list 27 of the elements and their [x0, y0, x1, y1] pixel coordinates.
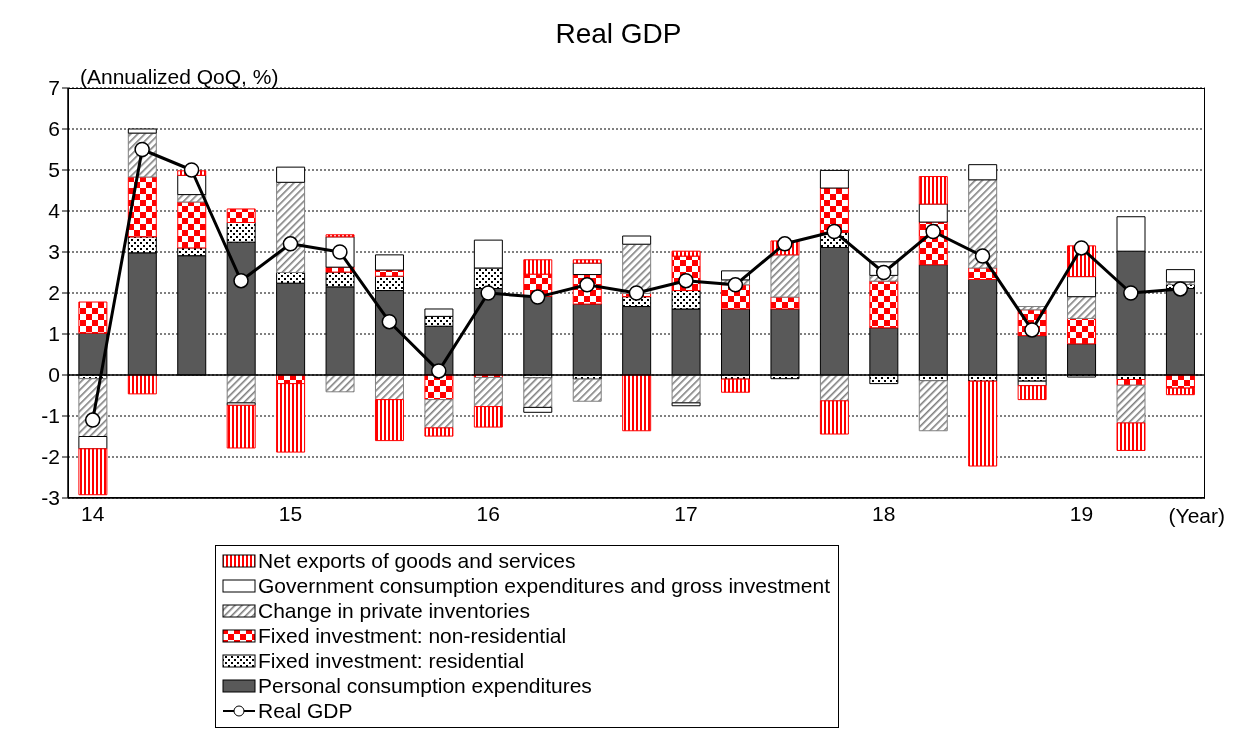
legend-label: Personal consumption expenditures	[258, 673, 592, 698]
x-axis-title: (Year)	[1168, 504, 1225, 528]
y-tick-label: -2	[41, 445, 60, 469]
y-tick-label: 3	[48, 240, 60, 264]
y-tick-label: -1	[41, 404, 60, 428]
x-tick-label: 19	[1069, 501, 1094, 525]
legend-label: Change in private inventories	[258, 598, 530, 623]
y-axis-title: (Annualized QoQ, %)	[80, 65, 279, 89]
y-tick-label: 6	[48, 117, 60, 141]
x-tick-label: 18	[871, 501, 896, 525]
legend-label: Government consumption expenditures and gross investment	[258, 573, 830, 598]
y-tick-label: 7	[48, 76, 60, 100]
y-tick-label: 4	[48, 199, 61, 223]
x-tick-label: 15	[278, 501, 303, 525]
y-tick-label: 5	[48, 158, 60, 182]
x-tick-label: 16	[476, 501, 500, 525]
y-tick-label: 2	[48, 281, 60, 305]
chart-title: Real GDP	[554, 18, 683, 50]
x-tick-label: 14	[81, 501, 105, 525]
legend-label: Real GDP	[258, 698, 353, 723]
legend-label: Net exports of goods and services	[258, 548, 576, 573]
y-tick-label: 0	[48, 363, 60, 387]
y-tick-label: -3	[41, 486, 60, 510]
legend-label: Fixed investment: non-residential	[258, 623, 567, 648]
x-tick-label: 17	[674, 501, 698, 525]
legend-label: Fixed investment: residential	[258, 648, 525, 673]
y-tick-label: 1	[48, 322, 60, 346]
